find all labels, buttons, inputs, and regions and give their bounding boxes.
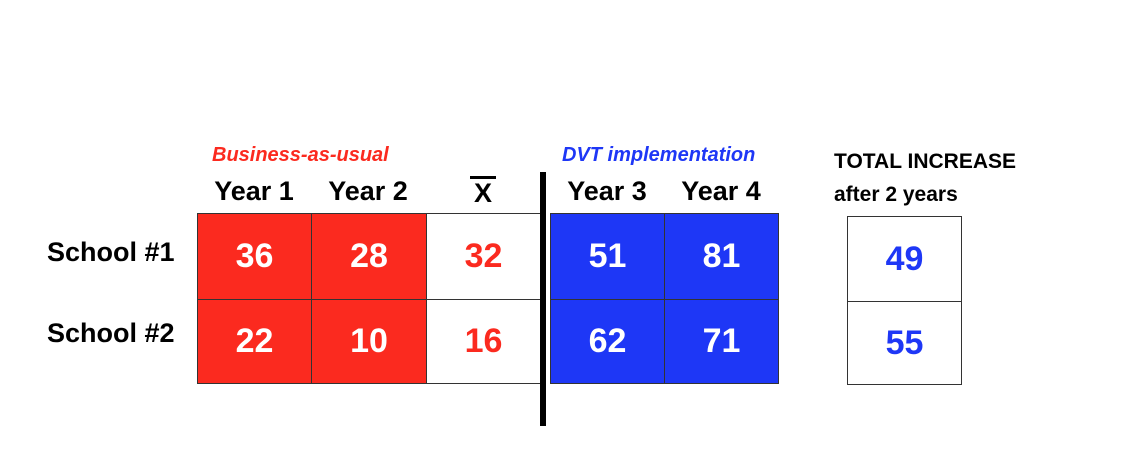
- baseline-intervention-divider: [540, 172, 546, 426]
- header-year-3: Year 3: [567, 176, 647, 206]
- header-year-2: Year 2: [328, 176, 408, 206]
- header-year-1: Year 1: [214, 176, 294, 206]
- cell-school2-year1: 22: [197, 299, 312, 384]
- cell-school1-mean: 32: [426, 213, 541, 300]
- total-increase-header: TOTAL INCREASE after 2 years: [834, 145, 1016, 211]
- cell-school2-year2: 10: [311, 299, 427, 384]
- cell-school1-year2: 28: [311, 213, 427, 300]
- header-year-4: Year 4: [681, 176, 761, 206]
- total-increase-line1: TOTAL INCREASE: [834, 150, 1017, 173]
- row-label-school-2: School #2: [47, 318, 175, 348]
- row-label-school-1: School #1: [47, 237, 175, 267]
- cell-school2-mean: 16: [426, 299, 541, 384]
- cell-school1-year4: 81: [664, 213, 779, 300]
- business-as-usual-label: Business-as-usual: [212, 144, 389, 166]
- header-mean-x-bar: X: [426, 176, 540, 209]
- cell-school1-year1: 36: [197, 213, 312, 300]
- total-increase-line2: after 2 years: [834, 183, 958, 206]
- cell-school1-year3: 51: [550, 213, 665, 300]
- cell-school1-total: 49: [847, 216, 962, 302]
- dvt-implementation-label: DVT implementation: [562, 144, 756, 166]
- cell-school2-year4: 71: [664, 299, 779, 384]
- cell-school2-year3: 62: [550, 299, 665, 384]
- cell-school2-total: 55: [847, 301, 962, 385]
- x-bar-symbol: X: [469, 176, 496, 207]
